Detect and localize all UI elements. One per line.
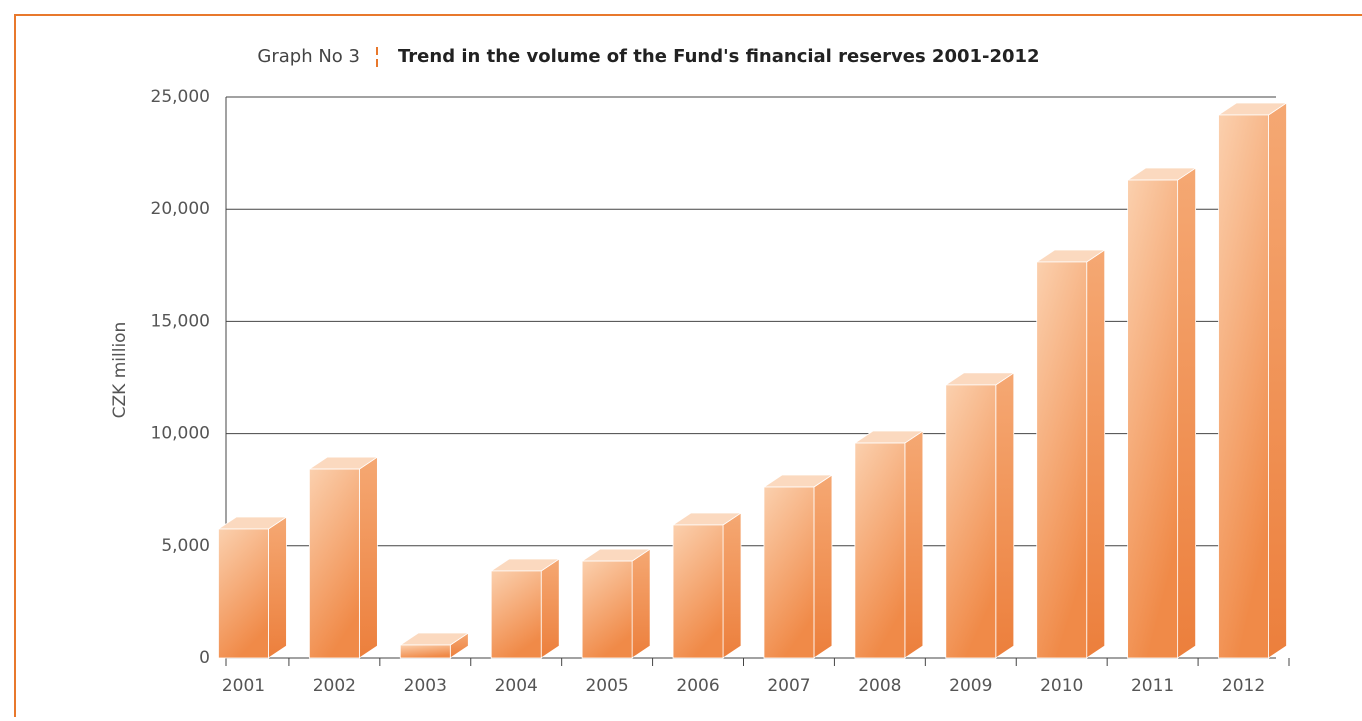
bar bbox=[1217, 102, 1288, 659]
bar-side bbox=[904, 430, 924, 659]
bar-front bbox=[763, 486, 815, 659]
bar bbox=[308, 456, 379, 659]
bar-side bbox=[268, 516, 287, 659]
x-tick-label: 2004 bbox=[495, 676, 538, 696]
y-tick-label: 25,000 bbox=[151, 87, 210, 107]
x-tick-label: 2009 bbox=[949, 676, 992, 696]
bar-side bbox=[1268, 102, 1287, 659]
bar-side bbox=[631, 548, 651, 659]
bar-front bbox=[308, 468, 360, 659]
bar-front bbox=[490, 570, 542, 659]
x-tick-label: 2007 bbox=[767, 676, 810, 696]
bar bbox=[217, 516, 288, 659]
bar bbox=[944, 372, 1016, 659]
bar-front bbox=[945, 384, 997, 659]
bar-side bbox=[995, 372, 1015, 659]
title-prefix: Graph No 3 bbox=[257, 46, 360, 67]
bar-side bbox=[722, 512, 742, 659]
bar-front bbox=[854, 442, 906, 659]
bar bbox=[580, 548, 652, 659]
x-tick-label: 2003 bbox=[404, 676, 447, 696]
y-tick-label: 10,000 bbox=[151, 424, 210, 444]
bar bbox=[398, 632, 470, 659]
x-tick-label: 2006 bbox=[676, 676, 719, 696]
bar bbox=[762, 474, 834, 659]
bar-side bbox=[358, 456, 378, 659]
x-tick-label: 2010 bbox=[1040, 676, 1083, 696]
y-tick-label: 5,000 bbox=[161, 536, 210, 556]
bar-front bbox=[218, 528, 269, 659]
bar-front bbox=[1036, 261, 1088, 659]
bar-side bbox=[1177, 167, 1197, 659]
y-tick-label: 0 bbox=[199, 648, 210, 668]
bar-front bbox=[581, 560, 633, 659]
bar-front bbox=[1127, 179, 1179, 659]
x-tick-label: 2001 bbox=[222, 676, 265, 696]
bar-side bbox=[540, 558, 560, 659]
bar bbox=[853, 430, 925, 659]
bar bbox=[1035, 249, 1107, 659]
bar-front bbox=[1218, 114, 1269, 659]
x-tick-label: 2012 bbox=[1222, 676, 1265, 696]
y-axis-label: CZK million bbox=[110, 322, 130, 419]
x-tick-label: 2008 bbox=[858, 676, 901, 696]
x-tick-label: 2005 bbox=[585, 676, 628, 696]
x-tick-label: 2002 bbox=[313, 676, 356, 696]
bar bbox=[1126, 167, 1197, 659]
frame bbox=[14, 14, 1362, 717]
bar-front bbox=[399, 644, 451, 659]
y-tick-label: 20,000 bbox=[151, 199, 210, 219]
bar-side bbox=[1086, 249, 1106, 659]
bar bbox=[671, 512, 743, 659]
chart-title: Trend in the volume of the Fund's financ… bbox=[398, 46, 1040, 67]
bar bbox=[489, 558, 561, 659]
x-tick-label: 2011 bbox=[1131, 676, 1174, 696]
bar-side bbox=[813, 474, 833, 659]
y-tick-label: 15,000 bbox=[151, 311, 210, 331]
bar-front bbox=[672, 524, 724, 659]
